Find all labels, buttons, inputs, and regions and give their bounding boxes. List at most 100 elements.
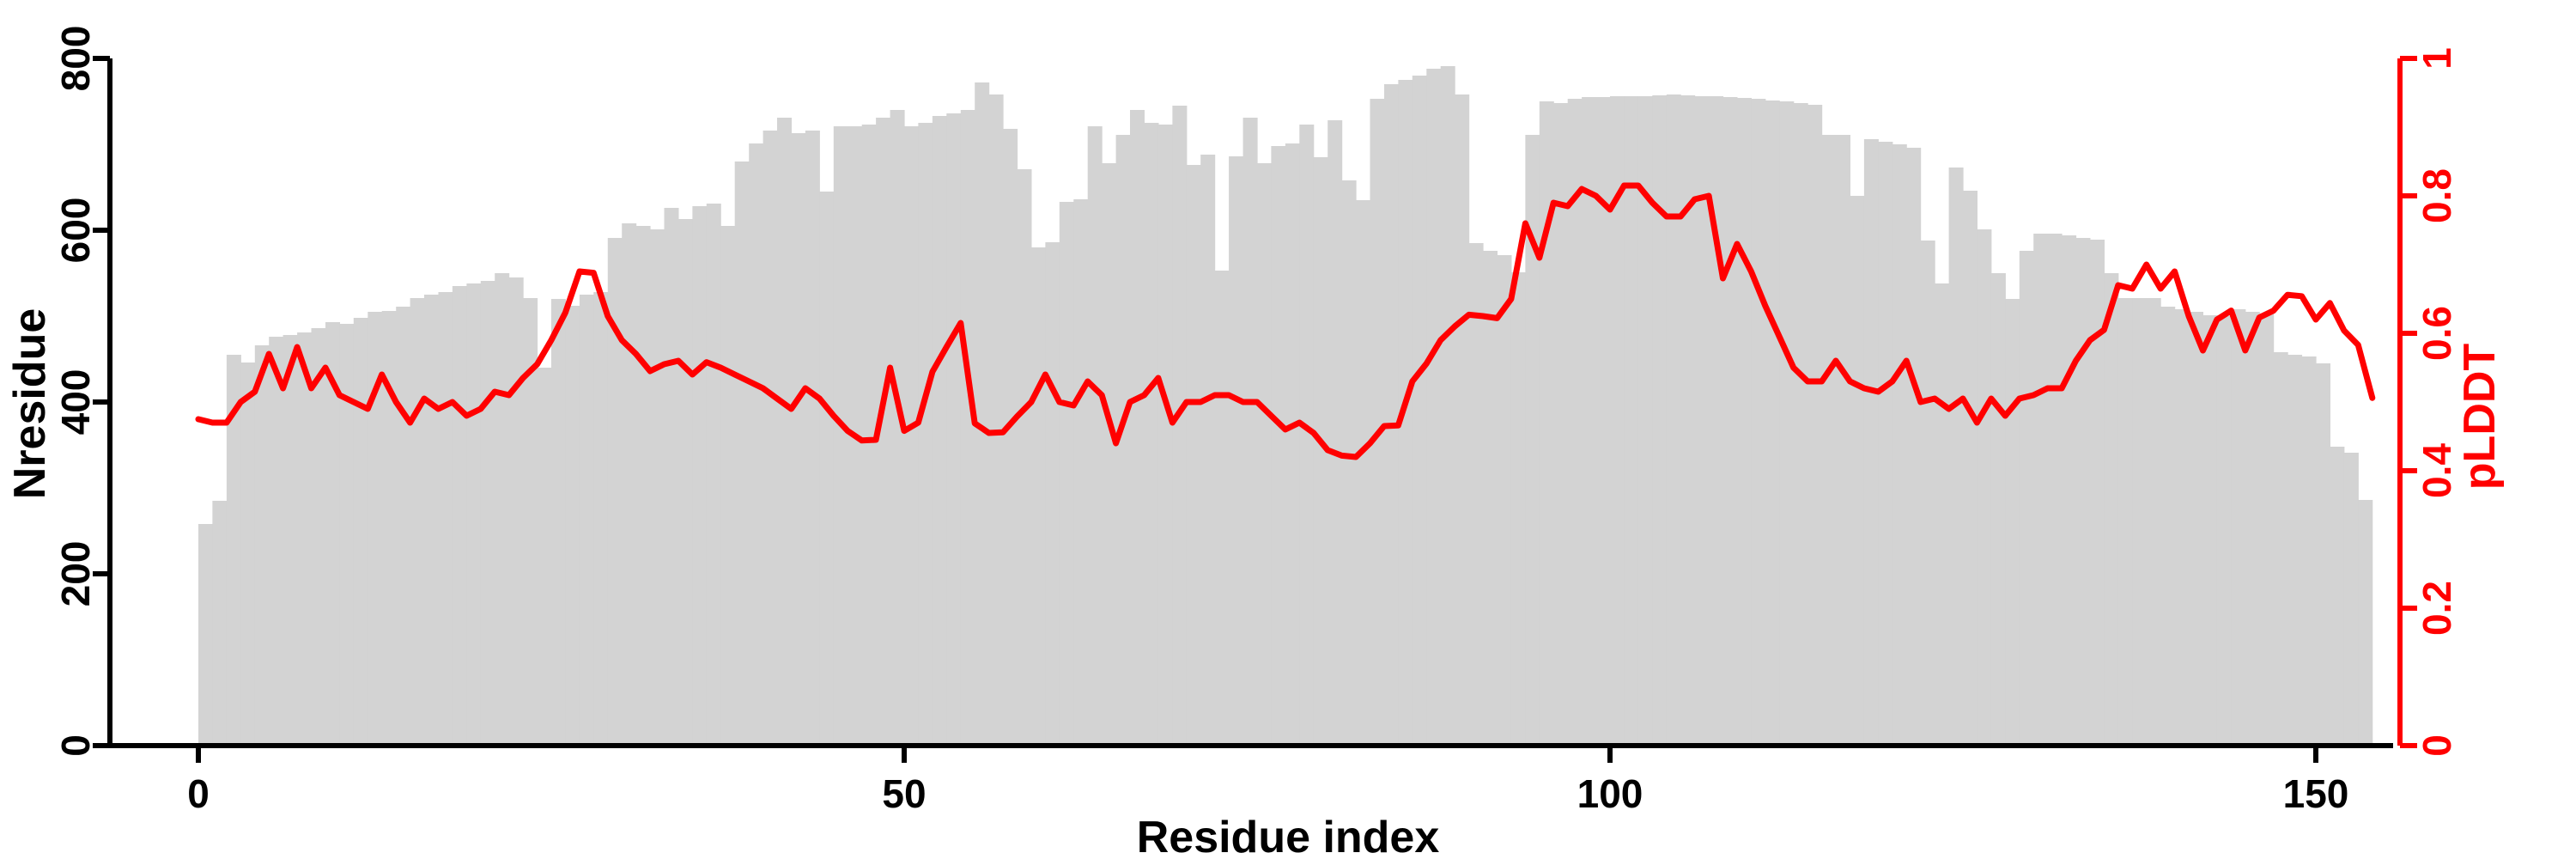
bar-residue-28 <box>593 292 609 746</box>
bar-residue-83 <box>1370 99 1385 746</box>
bar-residue-3 <box>240 362 256 746</box>
bar-residue-38 <box>734 161 750 746</box>
bar-residue-62 <box>1073 199 1089 746</box>
bar-residue-114 <box>1807 105 1823 746</box>
bar-residue-26 <box>565 306 580 746</box>
nresidue-bars <box>198 66 2373 746</box>
bar-residue-110 <box>1751 99 1766 746</box>
bar-residue-94 <box>1525 135 1540 746</box>
bar-residue-14 <box>396 307 411 746</box>
bar-residue-125 <box>1963 191 1978 746</box>
bar-residue-9 <box>325 322 340 746</box>
bar-residue-134 <box>2090 240 2105 746</box>
bar-residue-133 <box>2075 238 2091 746</box>
bar-residue-93 <box>1510 272 1526 746</box>
bar-residue-50 <box>904 126 919 746</box>
bar-residue-147 <box>2273 352 2288 746</box>
bar-residue-103 <box>1652 95 1668 746</box>
left-tick-label-600: 600 <box>53 198 98 264</box>
bar-residue-5 <box>269 337 284 746</box>
bar-residue-73 <box>1229 156 1244 746</box>
bar-residue-143 <box>2216 316 2232 746</box>
bar-residue-41 <box>777 118 792 746</box>
bar-residue-153 <box>2358 500 2373 746</box>
bar-residue-117 <box>1850 196 1865 746</box>
bar-residue-1 <box>212 501 228 746</box>
bar-residue-146 <box>2259 314 2275 746</box>
right-tick-label-1: 1 <box>2415 47 2459 70</box>
right-tick-label-0.2: 0.2 <box>2415 581 2459 636</box>
bar-residue-145 <box>2245 312 2260 746</box>
bar-residue-75 <box>1257 163 1272 746</box>
bar-residue-135 <box>2104 273 2119 746</box>
bar-residue-96 <box>1553 103 1569 746</box>
bar-residue-67 <box>1144 123 1159 746</box>
bar-residue-91 <box>1483 251 1498 746</box>
left-tick-label-200: 200 <box>53 541 98 607</box>
bar-residue-121 <box>1906 148 1922 746</box>
bar-residue-106 <box>1694 96 1710 746</box>
bar-residue-64 <box>1102 163 1117 746</box>
bar-residue-74 <box>1242 118 1258 746</box>
bar-residue-16 <box>424 295 439 746</box>
bar-residue-6 <box>283 335 298 746</box>
bar-residue-79 <box>1313 157 1328 746</box>
x-axis-title: Residue index <box>1137 813 1440 859</box>
bar-residue-122 <box>1920 241 1935 746</box>
bar-residue-51 <box>918 123 933 746</box>
bar-residue-86 <box>1412 76 1427 746</box>
bar-residue-29 <box>607 238 623 746</box>
right-axis-title: pLDDT <box>2455 344 2505 490</box>
bar-residue-150 <box>2316 363 2330 746</box>
bar-residue-12 <box>368 312 383 746</box>
bar-residue-101 <box>1624 96 1639 746</box>
bar-residue-48 <box>876 118 891 746</box>
bar-residue-87 <box>1426 69 1442 746</box>
bar-residue-113 <box>1793 103 1808 746</box>
bar-residue-69 <box>1172 106 1188 746</box>
bar-residue-68 <box>1157 125 1173 746</box>
x-tick-label-50: 50 <box>882 771 926 816</box>
bar-residue-95 <box>1539 101 1554 746</box>
bar-residue-37 <box>720 226 736 746</box>
bar-residue-97 <box>1567 99 1583 746</box>
bar-residue-111 <box>1765 101 1780 746</box>
bar-residue-102 <box>1637 96 1653 746</box>
bar-residue-142 <box>2202 315 2218 746</box>
bar-residue-71 <box>1200 155 1216 746</box>
bar-residue-35 <box>692 206 708 746</box>
bar-residue-59 <box>1031 247 1046 746</box>
bar-residue-112 <box>1779 101 1795 746</box>
bar-residue-148 <box>2287 355 2303 746</box>
bar-residue-141 <box>2189 312 2203 746</box>
bar-residue-100 <box>1610 96 1625 746</box>
bar-residue-130 <box>2033 234 2049 746</box>
bar-residue-31 <box>635 226 651 746</box>
bar-residue-30 <box>622 223 637 746</box>
bar-residue-149 <box>2301 356 2317 746</box>
bar-residue-63 <box>1087 126 1103 746</box>
bar-residue-76 <box>1271 146 1286 746</box>
bar-residue-2 <box>226 355 241 746</box>
bar-residue-92 <box>1497 255 1512 746</box>
bar-residue-108 <box>1722 97 1738 746</box>
bar-residue-60 <box>1045 242 1060 746</box>
bar-residue-8 <box>311 328 326 746</box>
tick-labels: 0 200 400 600 800 0 50 100 150 0 0.2 0.4 0.6 0.8 1 <box>53 26 2459 816</box>
right-tick-label-0.6: 0.6 <box>2415 306 2459 361</box>
bar-residue-15 <box>410 298 425 746</box>
bar-residue-139 <box>2160 307 2176 746</box>
bar-residue-10 <box>339 324 355 746</box>
bar-residue-89 <box>1455 94 1470 746</box>
bar-residue-17 <box>438 292 453 746</box>
bar-residue-57 <box>1003 129 1018 746</box>
bar-residue-124 <box>1948 168 1964 746</box>
bar-residue-55 <box>975 82 990 746</box>
bar-residue-45 <box>833 126 848 746</box>
bar-residue-44 <box>819 192 835 746</box>
bar-residue-56 <box>988 94 1004 746</box>
bar-residue-144 <box>2231 309 2246 746</box>
bar-residue-39 <box>749 143 764 746</box>
bar-residue-126 <box>1977 229 1992 746</box>
